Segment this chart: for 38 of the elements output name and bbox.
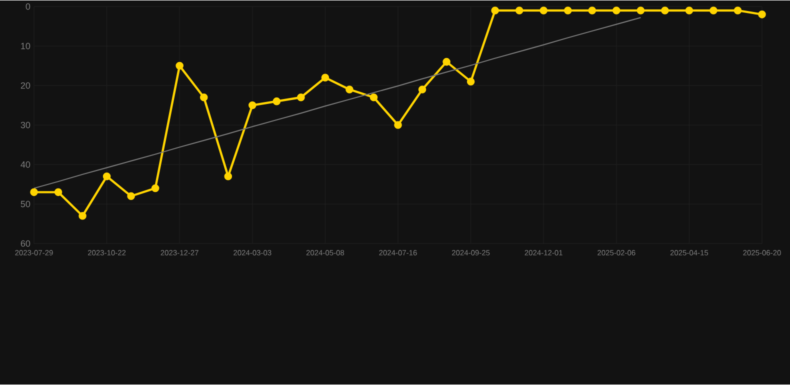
point: [661, 6, 669, 15]
y-tick-label: 40: [20, 162, 30, 168]
point: [321, 74, 330, 82]
point: [466, 78, 475, 86]
point: [540, 6, 548, 15]
point: [248, 102, 256, 110]
point: [564, 6, 572, 15]
point: [127, 192, 135, 200]
point: [151, 184, 160, 192]
point: [442, 58, 450, 66]
point: [78, 212, 86, 220]
point: [224, 172, 232, 181]
point: [685, 6, 694, 15]
point: [710, 6, 718, 15]
y-tick-label: 10: [21, 43, 30, 50]
point: [54, 188, 62, 196]
point: [588, 6, 596, 15]
point: [102, 172, 111, 181]
point: [394, 121, 402, 130]
y-tick-label: 60: [20, 240, 30, 247]
point: [758, 10, 766, 19]
point: [370, 94, 378, 102]
point: [734, 6, 742, 15]
point: [515, 6, 524, 15]
y-tick-label: 50: [20, 201, 30, 208]
y-tick-label: 20: [20, 82, 30, 89]
point: [636, 6, 645, 15]
point: [200, 94, 208, 102]
point: [297, 94, 305, 102]
y-tick-label: 30: [20, 122, 30, 128]
point: [418, 86, 426, 94]
point: [346, 86, 354, 94]
point: [491, 6, 499, 15]
point: [176, 62, 184, 70]
point: [272, 98, 281, 106]
point: [30, 188, 38, 196]
y-tick-label: 0: [26, 4, 30, 10]
point: [612, 6, 620, 15]
